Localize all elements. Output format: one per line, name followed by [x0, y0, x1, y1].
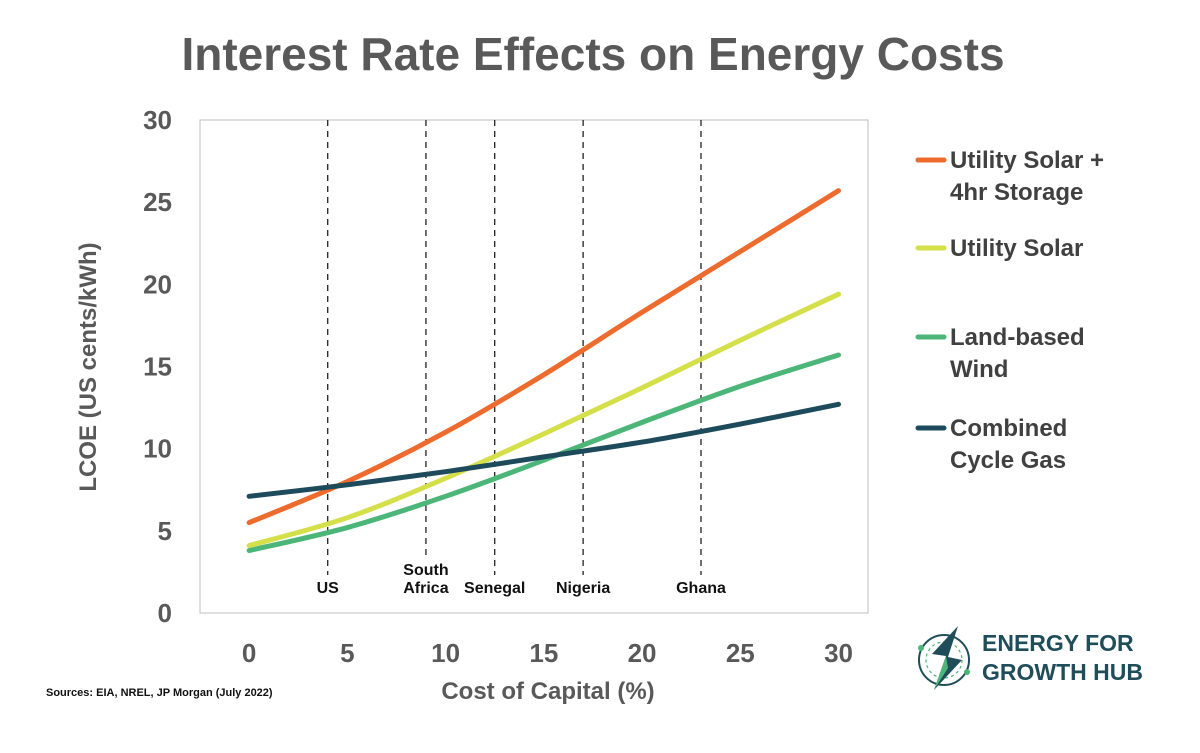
y-tick-label: 30 — [143, 105, 172, 135]
source-note: Sources: EIA, NREL, JP Morgan (July 2022… — [46, 687, 273, 699]
legend-label: Utility Solar — [950, 235, 1083, 262]
x-tick-label: 10 — [431, 638, 460, 668]
y-tick-label: 25 — [143, 187, 172, 217]
country-label: Africa — [403, 580, 448, 597]
energy-for-growth-hub-logo: ENERGY FOR GROWTH HUB — [918, 626, 1143, 690]
series-line-0 — [246, 188, 842, 526]
legend-label: Land-based — [950, 324, 1085, 351]
logo-line-1: ENERGY FOR — [982, 630, 1134, 656]
legend-label: Utility Solar + — [950, 147, 1104, 174]
x-tick-label: 15 — [529, 638, 558, 668]
y-tick-label: 5 — [158, 516, 172, 546]
x-tick-label: 0 — [242, 638, 256, 668]
x-axis-ticks: 0 5 10 15 20 25 30 — [242, 638, 853, 668]
legend-label: Wind — [950, 356, 1008, 383]
y-tick-label: 10 — [143, 434, 172, 464]
series-line-2 — [246, 352, 842, 554]
series-line-1 — [246, 291, 842, 549]
series-line-3 — [246, 401, 842, 499]
logo-mark-icon — [918, 626, 970, 690]
x-tick-label: 30 — [824, 638, 853, 668]
country-label: South — [403, 562, 448, 579]
y-tick-label: 0 — [158, 598, 172, 628]
chart-title: Interest Rate Effects on Energy Costs — [181, 28, 1004, 80]
y-axis-ticks: 0 5 10 15 20 25 30 — [143, 105, 172, 628]
y-axis-label: LCOE (US cents/kWh) — [75, 242, 102, 491]
country-label: Ghana — [676, 580, 726, 597]
country-label: US — [317, 580, 340, 597]
legend-label: Cycle Gas — [950, 447, 1066, 474]
legend: Utility Solar + 4hr Storage Utility Solar L… — [915, 147, 1104, 474]
series-lines — [246, 188, 842, 554]
legend-label: Combined — [950, 415, 1067, 442]
x-tick-label: 5 — [340, 638, 354, 668]
legend-label: 4hr Storage — [950, 179, 1083, 206]
x-tick-label: 20 — [628, 638, 657, 668]
country-label: Nigeria — [556, 580, 610, 597]
y-tick-label: 20 — [143, 269, 172, 299]
plot-area — [199, 119, 869, 614]
y-tick-label: 15 — [143, 352, 172, 382]
x-axis-label: Cost of Capital (%) — [441, 678, 654, 705]
x-tick-label: 25 — [726, 638, 755, 668]
country-label: Senegal — [464, 580, 525, 597]
logo-line-2: GROWTH HUB — [982, 659, 1143, 685]
